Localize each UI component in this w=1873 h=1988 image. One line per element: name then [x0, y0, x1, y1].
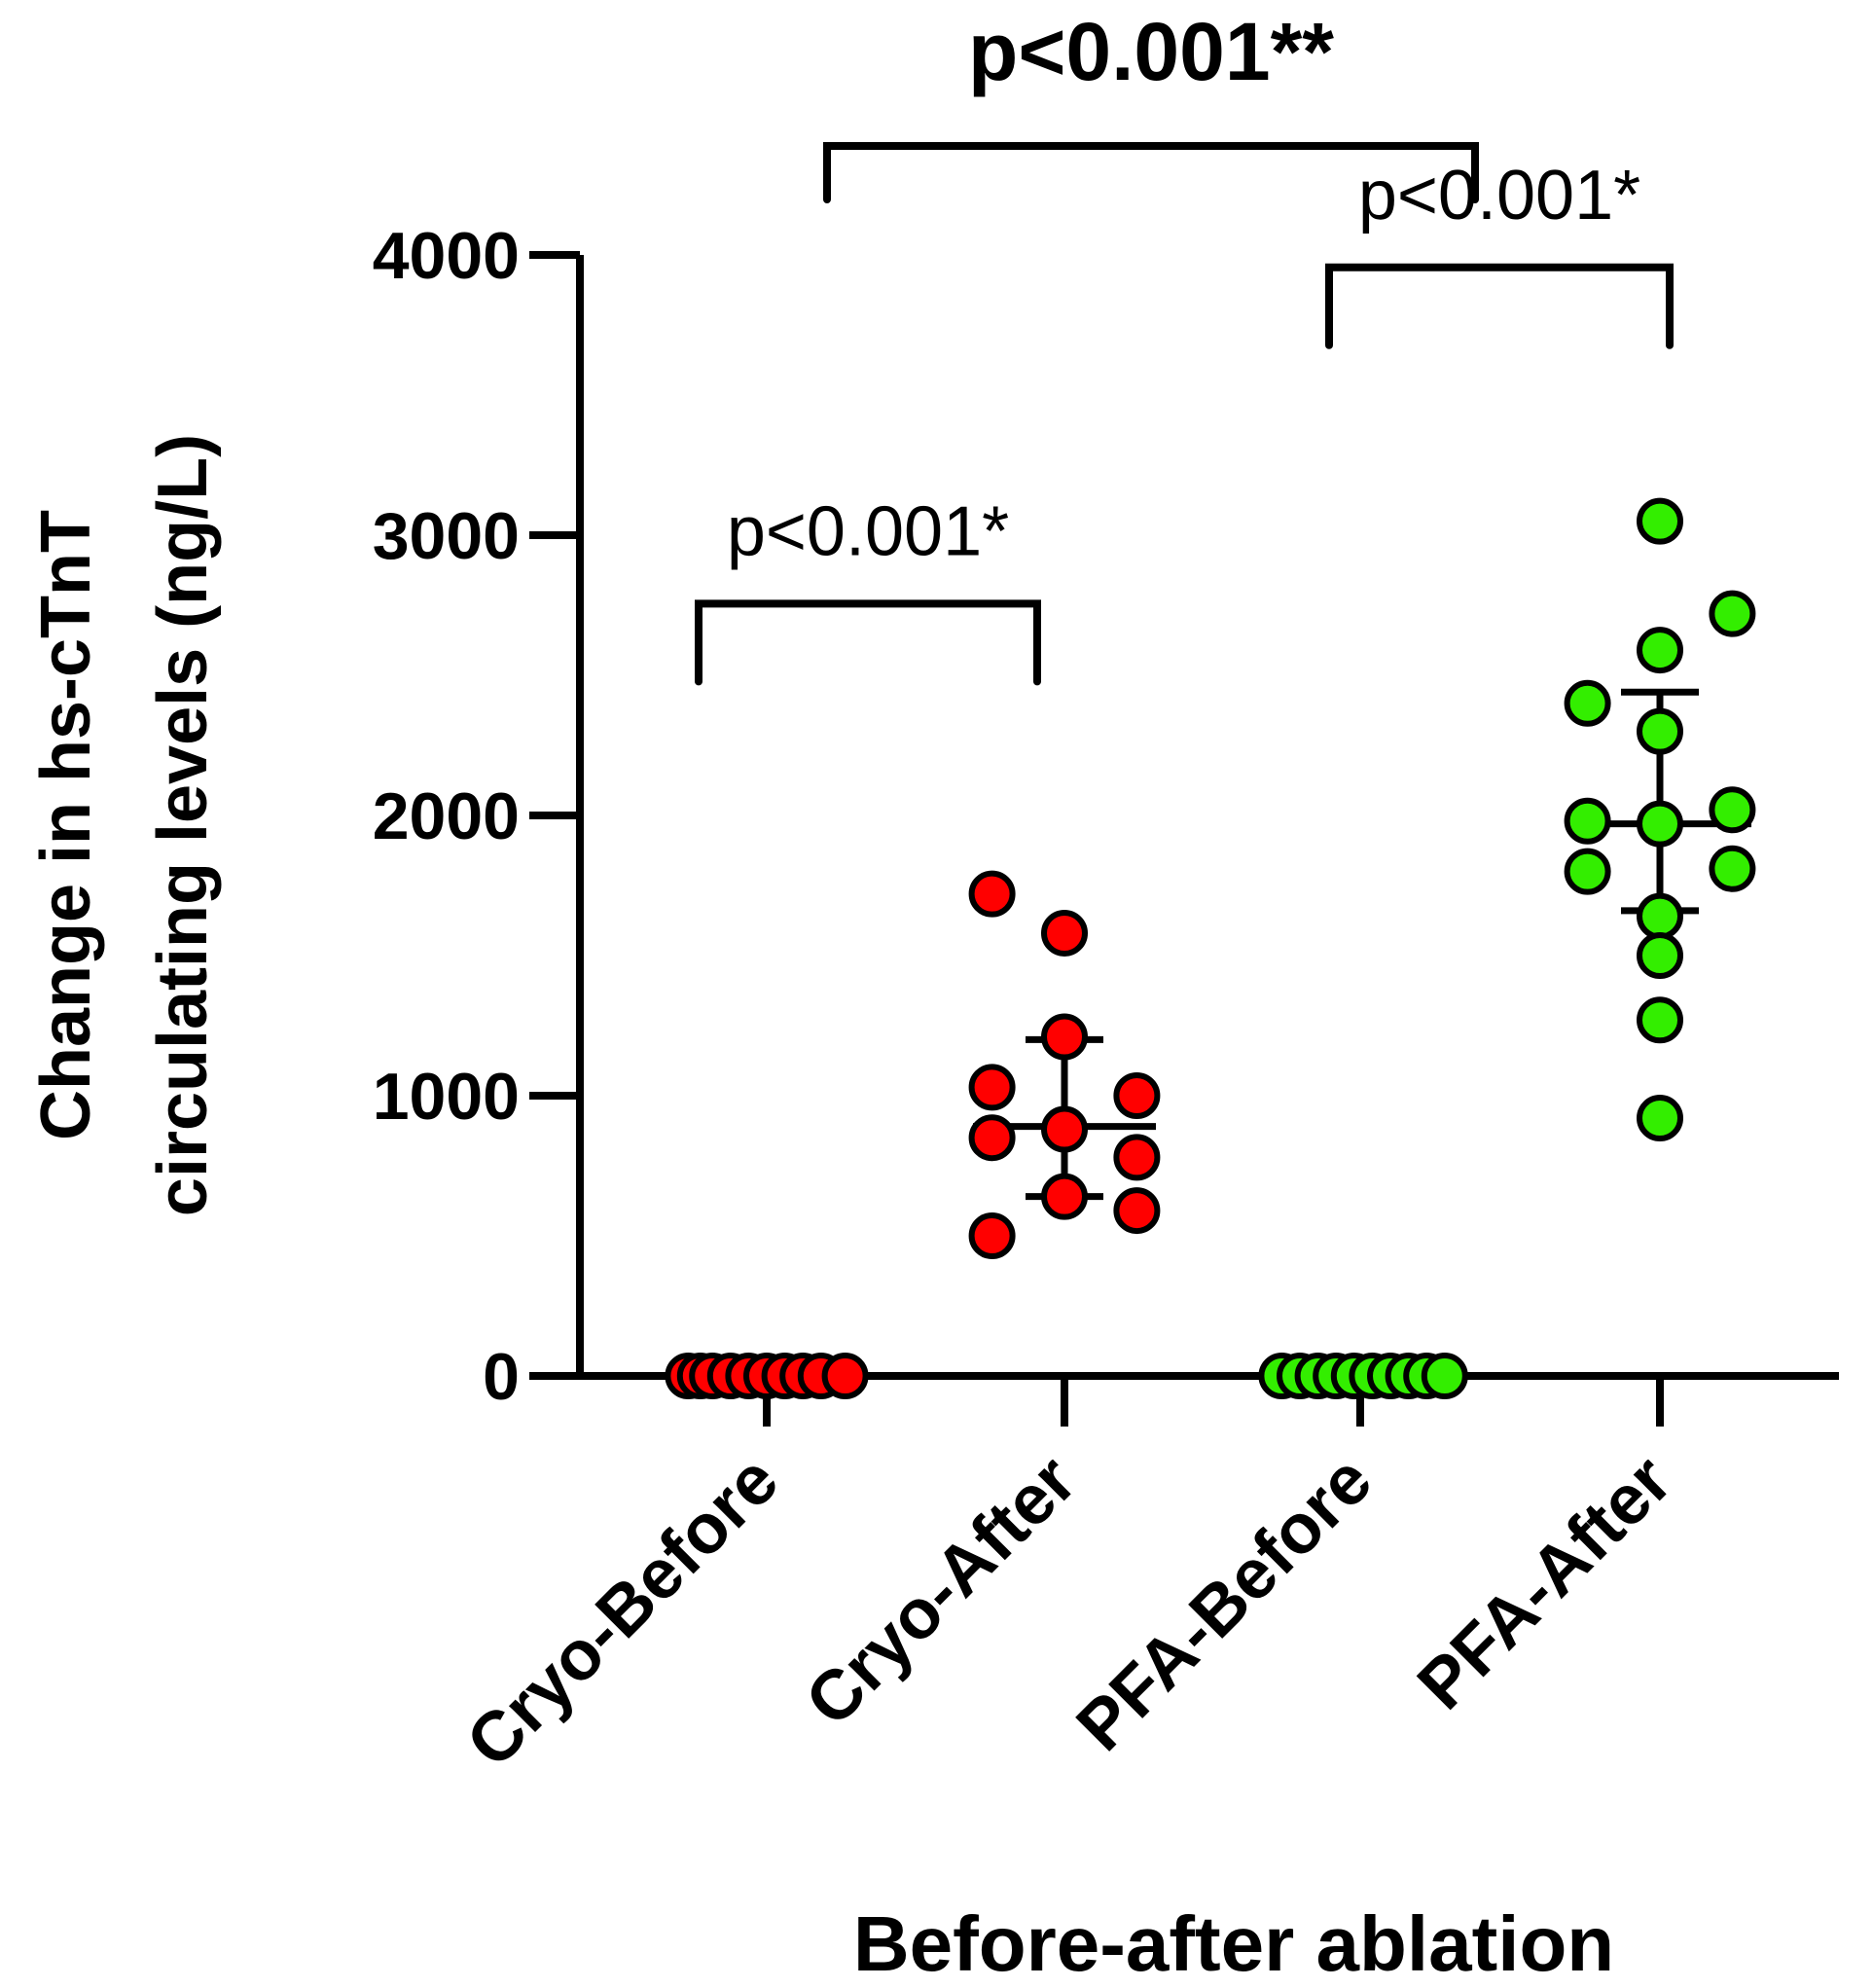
data-point: [1564, 848, 1611, 895]
data-point: [968, 1114, 1016, 1162]
data-point: [1637, 800, 1683, 848]
x-axis-title: Before-after ablation: [853, 1900, 1614, 1987]
x-tick-label: PFA-After: [1403, 1441, 1686, 1724]
y-axis-title-line: Change in hs-cTnT: [27, 510, 105, 1140]
data-point: [1041, 1173, 1088, 1220]
data-point: [1637, 627, 1683, 674]
axis-labels: 01000200030004000Cryo-BeforeCryo-AfterPF…: [27, 219, 1686, 1987]
data-point: [968, 1064, 1016, 1111]
significance-bracket: [695, 599, 1041, 686]
data-points: [665, 497, 1756, 1399]
significance-label: p<0.001*: [1358, 157, 1640, 235]
data-point: [1709, 786, 1756, 834]
data-point: [1041, 1013, 1088, 1061]
data-point: [1113, 1187, 1161, 1235]
y-tick-label: 4000: [373, 219, 520, 293]
significance-bracket: [823, 142, 1479, 203]
x-tick-label: PFA-Before: [1063, 1441, 1387, 1766]
data-point: [1709, 590, 1756, 637]
significance-label: p<0.001**: [968, 6, 1334, 97]
data-point: [968, 1212, 1016, 1259]
y-tick-label: 0: [483, 1340, 520, 1414]
x-tick-label: Cryo-Before: [452, 1441, 794, 1783]
data-point: [1709, 845, 1756, 892]
y-axis-title-line: circulating levels (ng/L): [144, 434, 222, 1216]
data-point: [1637, 932, 1683, 979]
y-tick-label: 3000: [373, 499, 520, 573]
data-point: [1421, 1353, 1468, 1399]
y-tick-label: 2000: [373, 779, 520, 853]
data-point: [1113, 1072, 1161, 1119]
data-point: [1637, 1095, 1683, 1142]
significance-label: p<0.001*: [727, 492, 1009, 570]
axes: [529, 251, 1839, 1427]
data-point: [1041, 909, 1088, 957]
data-point: [1637, 996, 1683, 1044]
data-point: [1637, 497, 1683, 545]
data-point: [1041, 1105, 1088, 1153]
data-point: [1637, 892, 1683, 940]
y-tick-label: 1000: [373, 1060, 520, 1134]
significance-bracket: [1325, 263, 1674, 349]
error-bars: [973, 688, 1751, 1201]
data-point: [1113, 1134, 1161, 1181]
x-tick-label: Cryo-After: [791, 1441, 1091, 1741]
data-point: [1637, 707, 1683, 755]
data-point: [821, 1353, 869, 1399]
data-point: [1564, 797, 1611, 845]
data-point: [1564, 679, 1611, 727]
significance-annotations: p<0.001** p<0.001* p<0.001*: [695, 6, 1674, 686]
data-point: [968, 870, 1016, 918]
